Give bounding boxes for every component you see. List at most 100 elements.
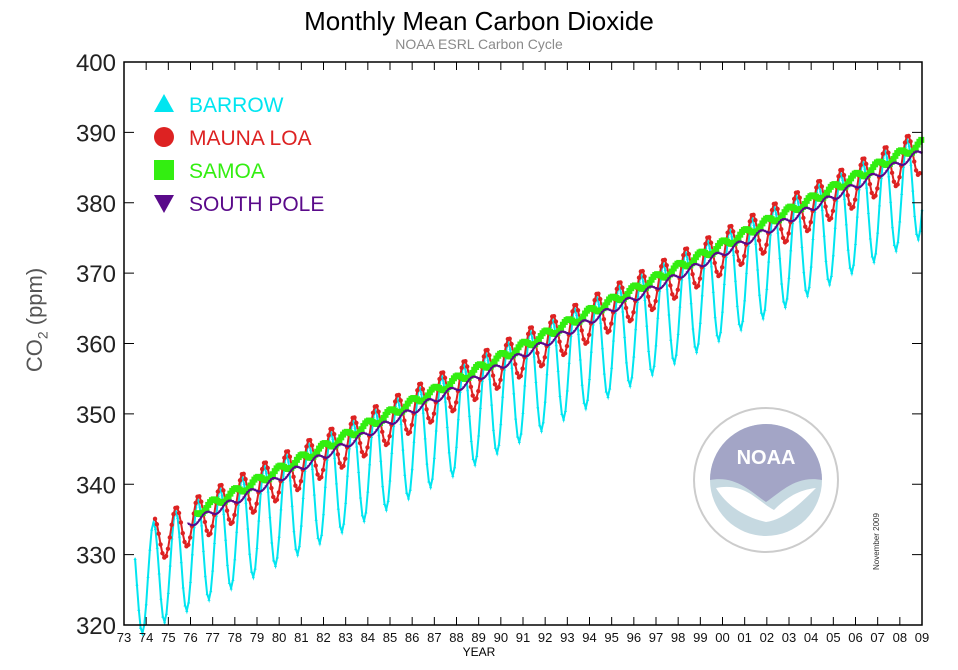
data-point [877, 203, 882, 207]
data-point [499, 365, 502, 369]
data-point [348, 421, 354, 427]
data-point [273, 564, 278, 567]
data-point [251, 575, 255, 579]
data-point [792, 219, 796, 222]
data-point [342, 521, 346, 525]
data-point [225, 500, 229, 504]
data-point [471, 375, 475, 379]
data-point [847, 201, 852, 207]
data-point [789, 248, 793, 252]
data-point [437, 376, 442, 382]
data-point [464, 369, 468, 373]
data-point [539, 428, 544, 432]
data-point [476, 377, 480, 380]
data-point [866, 176, 870, 179]
data-point [671, 355, 675, 359]
data-point [558, 324, 565, 331]
data-point [362, 518, 366, 522]
data-point [453, 400, 459, 405]
data-point [186, 542, 191, 547]
data-point [724, 253, 728, 257]
data-point [319, 475, 324, 480]
data-point [197, 519, 201, 522]
data-point [427, 479, 431, 483]
data-point [885, 155, 889, 159]
data-point [858, 162, 863, 168]
data-point [601, 317, 607, 322]
data-point [487, 353, 492, 358]
data-point [912, 151, 916, 155]
data-point [587, 377, 592, 381]
data-point [144, 602, 148, 606]
data-point [718, 272, 723, 277]
data-point [222, 512, 226, 515]
data-point [543, 399, 547, 403]
data-point [596, 291, 601, 296]
data-point [521, 354, 525, 358]
data-point [731, 246, 735, 249]
data-point [650, 372, 654, 376]
data-point [642, 274, 647, 279]
data-point [842, 196, 847, 200]
data-point [687, 268, 691, 272]
data-point [625, 314, 631, 319]
data-point [530, 350, 534, 353]
data-point [604, 308, 608, 311]
data-point [180, 530, 185, 536]
data-point [855, 186, 859, 189]
x-tick-label: 73 [117, 630, 131, 645]
data-point [851, 184, 855, 188]
data-point [829, 196, 833, 199]
data-point [874, 173, 877, 177]
data-point [641, 293, 645, 297]
data-point [423, 436, 427, 440]
data-point [488, 376, 492, 380]
data-point [785, 296, 789, 300]
data-point [641, 279, 645, 283]
data-point [895, 182, 900, 187]
data-point [754, 241, 758, 245]
data-point [430, 398, 434, 402]
data-point [914, 231, 919, 235]
data-point [501, 394, 505, 398]
data-point [185, 609, 189, 612]
data-point [221, 488, 226, 493]
data-point [913, 213, 917, 217]
data-point [305, 467, 308, 470]
data-point [731, 253, 736, 257]
data-point [399, 415, 403, 418]
data-point [763, 307, 767, 311]
data-point [237, 478, 243, 483]
data-point [480, 377, 484, 381]
data-point [880, 151, 886, 157]
data-point [301, 467, 305, 471]
data-point [443, 392, 447, 396]
data-point [715, 333, 719, 337]
data-point [519, 353, 523, 357]
data-point [215, 489, 221, 494]
data-point [323, 456, 327, 460]
data-point [330, 451, 334, 455]
data-point [560, 330, 563, 334]
data-point [902, 140, 908, 145]
data-point [290, 503, 294, 507]
data-point [824, 258, 828, 262]
data-point [862, 181, 866, 184]
data-point [770, 230, 774, 234]
data-point [552, 338, 556, 342]
data-point [332, 448, 336, 452]
data-point [220, 507, 223, 511]
data-point [857, 186, 861, 189]
data-point [342, 443, 345, 447]
data-point [486, 358, 490, 362]
data-point [432, 456, 436, 459]
data-point [154, 522, 160, 527]
data-point [579, 328, 584, 333]
data-point [772, 228, 776, 232]
x-tick-label: 09 [915, 630, 929, 645]
data-point [822, 198, 826, 202]
data-point [387, 433, 392, 439]
data-point [393, 422, 397, 425]
data-point [249, 569, 254, 573]
x-tick-label: 89 [471, 630, 485, 645]
